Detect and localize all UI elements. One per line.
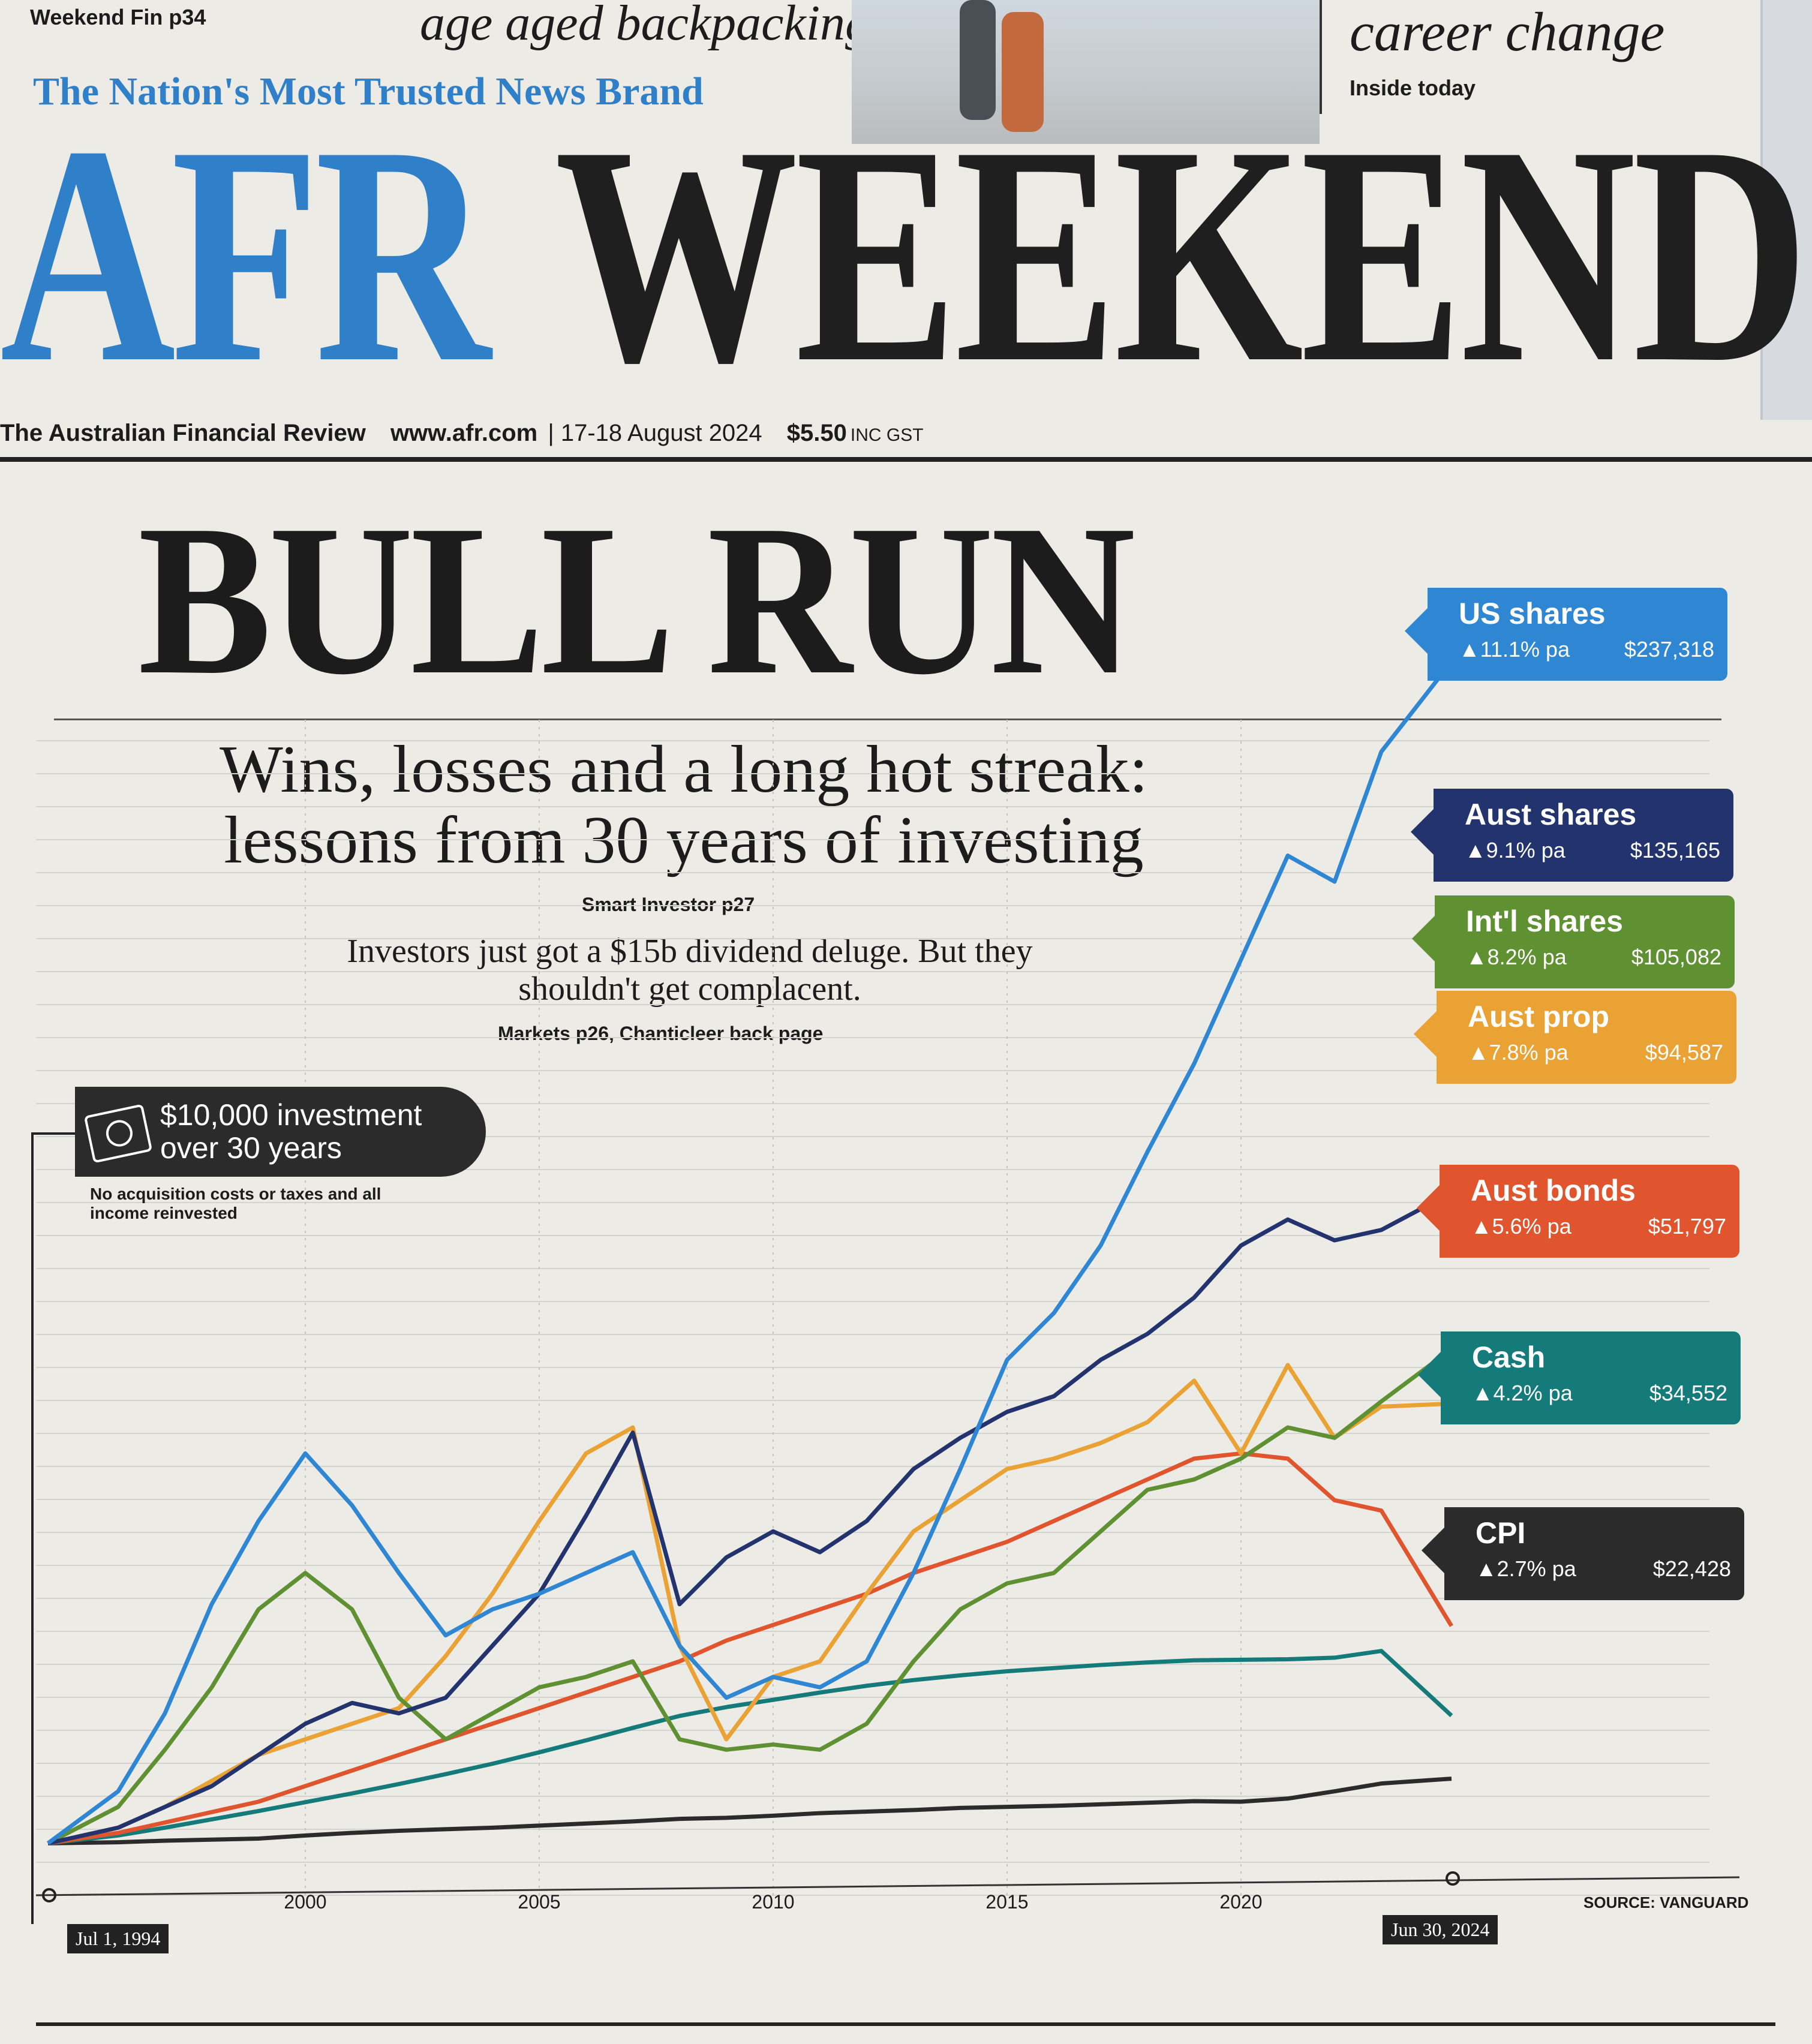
price-note: INC GST [850, 425, 924, 445]
series-label-aust-shares: Aust shares ▲9.1% pa $135,165 [1411, 789, 1733, 882]
masthead-logo-afr: AFR [0, 82, 491, 427]
x-tick-label: 2010 [752, 1891, 794, 1913]
end-marker [1446, 1871, 1460, 1886]
label-pointer [1417, 1185, 1440, 1231]
label-pointer [1412, 916, 1435, 961]
series-label-cpi: CPI ▲2.7% pa $22,428 [1422, 1507, 1744, 1600]
series-final-value: $237,318 [1624, 637, 1714, 662]
series-final-value: $22,428 [1652, 1556, 1731, 1581]
series-rate: ▲8.2% pa [1466, 945, 1567, 969]
series-final-value: $135,165 [1630, 838, 1720, 862]
label-pointer [1422, 1528, 1444, 1573]
label-pointer [1418, 1352, 1441, 1397]
issue-date: | 17-18 August 2024 [548, 420, 762, 446]
adjacent-page-edge [1760, 0, 1812, 420]
series-final-value: $34,552 [1649, 1381, 1727, 1405]
chart-source: SOURCE: VANGUARD [1583, 1893, 1749, 1911]
callout-connector [31, 1132, 76, 1135]
masthead-tagline: The Nation's Most Trusted News Brand [33, 70, 704, 113]
series-line-aust-prop [47, 1363, 1452, 1845]
series-label-aust-bonds: Aust bonds ▲5.6% pa $51,797 [1417, 1165, 1739, 1258]
series-final-value: $105,082 [1631, 945, 1721, 969]
cover-price: $5.50 [786, 420, 847, 446]
website-link[interactable]: www.afr.com [390, 420, 538, 446]
chart-note: No acquisition costs or taxes and all in… [90, 1185, 381, 1223]
series-name: Aust prop [1468, 1000, 1610, 1033]
series-line-aust-bonds [47, 1451, 1453, 1845]
series-rate: ▲2.7% pa [1476, 1556, 1576, 1581]
chart-title: $10,000 investment over 30 years [160, 1098, 422, 1165]
series-final-value: $51,797 [1648, 1214, 1726, 1239]
series-label-cash: Cash ▲4.2% pa $34,552 [1418, 1331, 1741, 1424]
x-tick-label: 2015 [985, 1891, 1028, 1913]
x-tick-label: 2020 [1219, 1891, 1262, 1913]
subhead-reference: Smart Investor p27 [582, 894, 755, 915]
x-axis [35, 1876, 1740, 1896]
end-date-label: Jun 30, 2024 [1383, 1915, 1498, 1944]
paper-name: The Australian Financial Review [0, 420, 366, 446]
callout-connector-vertical [31, 1132, 34, 1924]
deck-reference: Markets p26, Chanticleer back page [498, 1023, 824, 1044]
series-name: Cash [1472, 1340, 1546, 1374]
cash-icon [83, 1104, 153, 1164]
label-pointer [1411, 809, 1434, 855]
series-name: Int'l shares [1466, 904, 1623, 938]
start-marker [42, 1888, 56, 1902]
teaser-photo[interactable] [852, 0, 1320, 144]
series-name: CPI [1476, 1516, 1526, 1550]
series-rate: ▲7.8% pa [1468, 1040, 1568, 1065]
column-divider [1320, 0, 1322, 114]
masthead-rule [0, 457, 1812, 462]
bottom-rule [36, 2022, 1775, 2026]
x-tick-label: 2005 [518, 1891, 560, 1913]
x-tick-label: 2000 [284, 1891, 326, 1913]
series-label-aust-prop: Aust prop ▲7.8% pa $94,587 [1414, 991, 1736, 1084]
teaser-headline-right[interactable]: career change [1350, 1, 1665, 62]
label-pointer [1414, 1011, 1437, 1057]
headline-rule [54, 719, 1721, 720]
page-headline[interactable]: BULL RUN [138, 480, 1135, 719]
x-axis-ticks: 2000 2005 2010 2015 2020 [42, 1871, 1460, 1913]
teaser-headline-left[interactable]: age aged backpacking [420, 0, 871, 51]
dateline: The Australian Financial Review www.afr.… [0, 420, 942, 447]
series-label-intl-shares: Int'l shares ▲8.2% pa $105,082 [1412, 895, 1735, 988]
series-line-cpi [47, 1777, 1452, 1845]
chart-callout: $10,000 investment over 30 years [75, 1087, 486, 1177]
chart-series-lines [46, 660, 1453, 1845]
series-final-value: $94,587 [1645, 1040, 1723, 1065]
masthead-logo-weekend: WEEKEND [555, 82, 1808, 427]
series-rate: ▲9.1% pa [1465, 838, 1565, 862]
series-line-us-shares [46, 660, 1453, 1845]
series-name: Aust bonds [1471, 1174, 1636, 1207]
series-rate: ▲4.2% pa [1472, 1381, 1573, 1405]
section-reference: Weekend Fin p34 [30, 5, 206, 29]
x-axis-line [35, 1876, 1740, 1896]
series-rate: ▲5.6% pa [1471, 1214, 1571, 1239]
series-line-cash [47, 1649, 1453, 1845]
inside-today-label: Inside today [1350, 76, 1476, 100]
series-label-us-shares: US shares ▲11.1% pa $237,318 [1405, 588, 1727, 681]
series-name: Aust shares [1465, 798, 1637, 831]
series-line-int-l-shares [47, 1347, 1453, 1845]
start-date-label: Jul 1, 1994 [67, 1924, 169, 1953]
series-rate: ▲11.1% pa [1459, 637, 1570, 662]
series-line-aust-shares [47, 1191, 1453, 1845]
series-name: US shares [1459, 597, 1606, 630]
label-pointer [1405, 608, 1428, 654]
